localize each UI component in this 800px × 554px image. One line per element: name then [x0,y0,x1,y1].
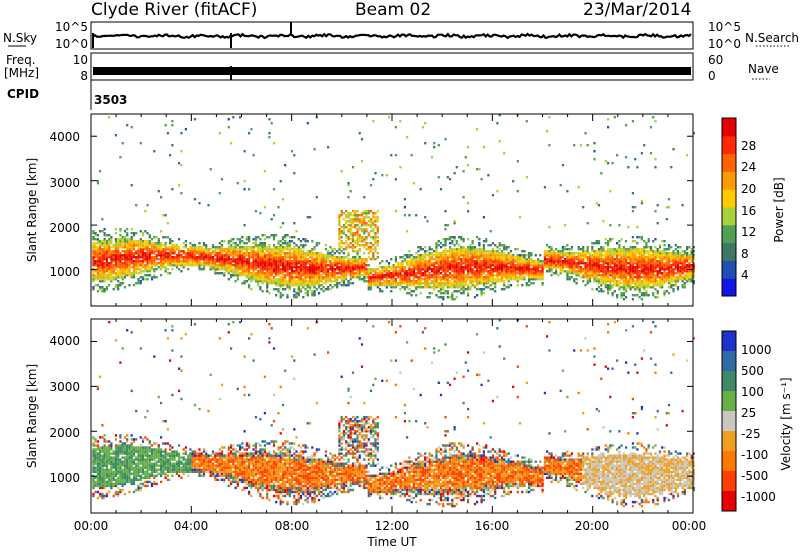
power-panel [90,113,695,307]
freq-tick-bottom: 8 [80,69,88,83]
vel-cbar-tick-1000: 1000 [741,343,772,357]
nsky-panel [90,21,694,50]
nsearch-tick-top: 10^5 [708,20,741,34]
vel-cbar-tick-m100: -100 [741,448,768,462]
x-tick-1600: 16:00 [475,519,510,533]
x-tick-0000: 00:00 [74,519,109,533]
vel-cbar-tick-500: 500 [741,364,764,378]
vel-cbar-tick-m1000: -1000 [741,490,776,504]
x-axis-label: Time UT [366,535,417,549]
velocity-y-tick-1000: 1000 [49,471,80,485]
freq-tick-top: 10 [73,53,88,67]
velocity-y-label: Slant Range [km] [25,364,39,468]
x-tick-2000: 20:00 [575,519,610,533]
power-y-tick-4000: 4000 [49,130,80,144]
power-colorbar [721,117,737,297]
x-tick-0800: 08:00 [275,519,310,533]
nsearch-tick-bottom: 10^0 [708,37,741,51]
power-cbar-label: Power [dB] [772,177,786,242]
freq-label-line2: [MHz] [4,66,39,80]
power-cbar-tick-12: 12 [741,225,756,239]
nsky-tick-bottom: 10^0 [55,37,88,51]
vel-cbar-tick-100: 100 [741,385,764,399]
vel-cbar-tick-m500: -500 [741,469,768,483]
velocity-y-tick-3000: 3000 [49,380,80,394]
freq-label-line1: Freq. [6,53,36,67]
cpid-label: CPID [7,87,39,101]
freq-panel [90,52,694,81]
velocity-y-tick-2000: 2000 [49,426,80,440]
nsky-tick-top: 10^5 [55,20,88,34]
power-y-tick-1000: 1000 [49,265,80,279]
nave-tick-bottom: 0 [708,69,716,83]
nave-tick-top: 60 [708,53,723,67]
nsky-label: N.Sky [3,31,37,45]
power-cbar-tick-20: 20 [741,182,756,196]
velocity-panel [90,318,695,514]
cpid-value: 3503 [94,93,127,107]
vel-cbar-tick-m25: -25 [741,427,761,441]
power-heatmap-cells [92,114,695,301]
velocity-y-ticks [91,340,693,477]
power-y-label: Slant Range [km] [25,158,39,262]
vel-cbar-label: Velocity [m s⁻¹] [779,377,793,470]
power-y-tick-3000: 3000 [49,176,80,190]
date-title: 23/Mar/2014 [583,0,691,20]
power-y-ticks [91,135,693,271]
station-title: Clyde River (fitACF) [91,0,257,20]
power-cbar-tick-8: 8 [741,247,749,261]
beam-title: Beam 02 [355,0,431,20]
x-tick-1200: 12:00 [375,519,410,533]
velocity-heatmap-cells [92,319,695,508]
nave-label: Nave [748,62,779,76]
velocity-colorbar [721,330,737,512]
power-cbar-tick-16: 16 [741,204,756,218]
power-y-tick-2000: 2000 [49,221,80,235]
x-tick-0400: 04:00 [174,519,209,533]
velocity-y-tick-4000: 4000 [49,334,80,348]
power-cbar-tick-24: 24 [741,160,756,174]
vel-cbar-tick-25: 25 [741,406,756,420]
nsearch-label: N.Search [745,31,799,45]
power-cbar-tick-28: 28 [741,139,756,153]
x-tick-2400: 00:00 [672,519,707,533]
power-cbar-tick-4: 4 [741,268,749,282]
